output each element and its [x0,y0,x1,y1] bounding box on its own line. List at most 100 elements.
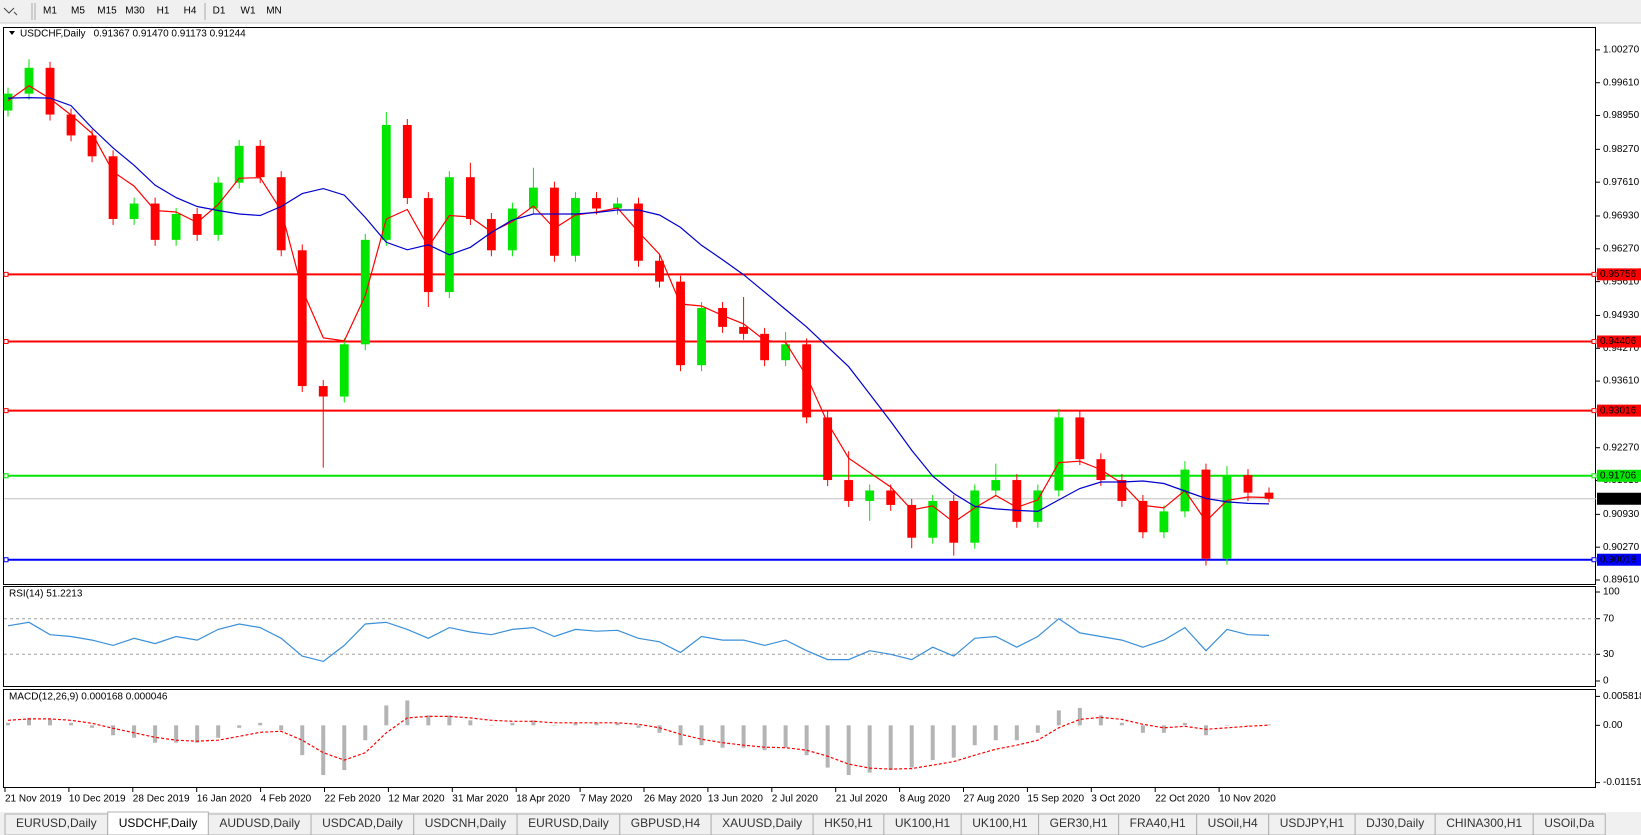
candle-body [718,307,727,327]
timeframe-button[interactable]: M15 [97,6,117,17]
rsi-line [7,617,1270,663]
macd-bar [741,725,746,748]
macd-bar [447,715,452,726]
timeframe-button[interactable]: M1 [43,6,57,17]
tab[interactable] [1532,813,1606,835]
candle-body [1033,490,1043,522]
timeframe-button[interactable]: H4 [184,6,197,17]
tab-label[interactable]: USDCAD,Daily [322,816,403,830]
tab-label[interactable]: USDCHF,Daily [119,816,198,830]
candle-body [1138,500,1148,533]
chart-menu-arrow[interactable] [9,31,15,35]
macd-bar [993,725,998,741]
macd-bar [615,722,620,726]
tab-label[interactable]: GBPUSD,H4 [631,816,701,830]
level-handle [1591,339,1597,345]
level-price-label: 0.93016 [1600,405,1637,416]
macd-panel [3,689,1596,788]
tab-label[interactable]: AUDUSD,Daily [219,816,300,830]
tab-label[interactable]: UK100,H1 [972,816,1028,830]
timeframe-button[interactable]: MN [266,6,282,17]
y-tick-label: 0.90930 [1603,509,1640,520]
candle-body [697,307,706,366]
y-tick-label: 0.92270 [1603,442,1640,453]
x-tick-label: 22 Oct 2020 [1155,794,1210,805]
y-tick-label: 30 [1603,649,1615,660]
candle-body [1222,475,1232,559]
moving-average [7,84,1270,524]
candle-body [802,344,812,418]
tab-label[interactable]: GER30,H1 [1050,816,1108,830]
tab-label[interactable]: XAUUSD,Daily [722,816,802,830]
tab-label[interactable]: UK100,H1 [895,816,951,830]
timeframe-button[interactable]: D1 [213,6,226,17]
x-tick-label: 2 Jul 2020 [772,794,819,805]
macd-bar [300,725,305,756]
candle-body [1117,480,1127,501]
macd-bar [867,725,872,773]
macd-bar [195,725,200,743]
macd-bar [489,725,494,726]
candle-body [66,114,76,136]
y-tick-label: -0.011514 [1603,777,1641,788]
macd-bar [762,725,767,751]
macd-bar [384,705,389,726]
rsi-title: RSI(14) 51.2213 [9,589,83,600]
macd-bar [426,715,431,726]
y-tick-label: 0.96930 [1603,211,1640,222]
macd-bar [1119,722,1124,726]
x-tick-label: 31 Mar 2020 [452,794,509,805]
macd-bar [657,725,662,733]
level-handle [1591,473,1597,479]
level-price-label: 0.90018 [1600,554,1637,565]
macd-bar [174,725,179,743]
candle-body [297,250,307,387]
candle-body [865,490,875,501]
tab-label[interactable]: DJ30,Daily [1366,816,1424,830]
tab-label[interactable]: EURUSD,Daily [528,816,609,830]
level-price-box [1597,335,1641,348]
macd-bar [90,725,95,728]
tab-label[interactable]: HK50,H1 [824,816,873,830]
macd-bar [1098,715,1103,726]
timeframe-button[interactable]: M30 [125,6,145,17]
candle-body [108,156,118,219]
x-tick-label: 7 May 2020 [580,794,633,805]
macd-bar [552,725,557,726]
level-price-label: 0.91706 [1600,470,1637,481]
y-tick-label: 100 [1603,587,1620,598]
macd-bar [573,722,578,726]
y-tick-label: 0.98270 [1603,144,1640,155]
candle-body [129,203,139,219]
candle-body [655,260,664,282]
x-tick-label: 10 Dec 2019 [69,794,126,805]
x-tick-label: 27 Aug 2020 [964,794,1021,805]
tab-label[interactable]: USOil,H4 [1208,816,1258,830]
candle-body [739,326,748,334]
macd-bar [69,722,74,726]
candle-body [529,187,538,209]
cursor-icon[interactable] [3,7,18,16]
tab-label[interactable]: USDCNH,Daily [425,816,506,830]
timeframe-button[interactable]: W1 [241,6,256,17]
tab-label[interactable]: EURUSD,Daily [16,816,97,830]
tab-label[interactable]: USOil,Da [1544,816,1594,830]
timeframe-button[interactable]: H1 [157,6,170,17]
macd-bar [279,725,284,731]
level-handle [3,339,9,345]
macd-bar [888,725,893,771]
candle-body [24,67,34,94]
macd-bar [1182,722,1187,726]
candle-body [550,187,559,256]
macd-bar [531,720,536,726]
chart-area [0,26,1641,812]
tab-label[interactable]: CHINA300,H1 [1446,816,1522,830]
timeframe-button[interactable]: M5 [71,6,85,17]
candle-body [1201,469,1211,559]
level-price-box [1597,553,1641,566]
x-tick-label: 13 Jun 2020 [708,794,763,805]
macd-bar [153,725,158,743]
candle-body [1264,492,1274,499]
tab-label[interactable]: USDJPY,H1 [1280,816,1345,830]
tab-label[interactable]: FRA40,H1 [1130,816,1186,830]
